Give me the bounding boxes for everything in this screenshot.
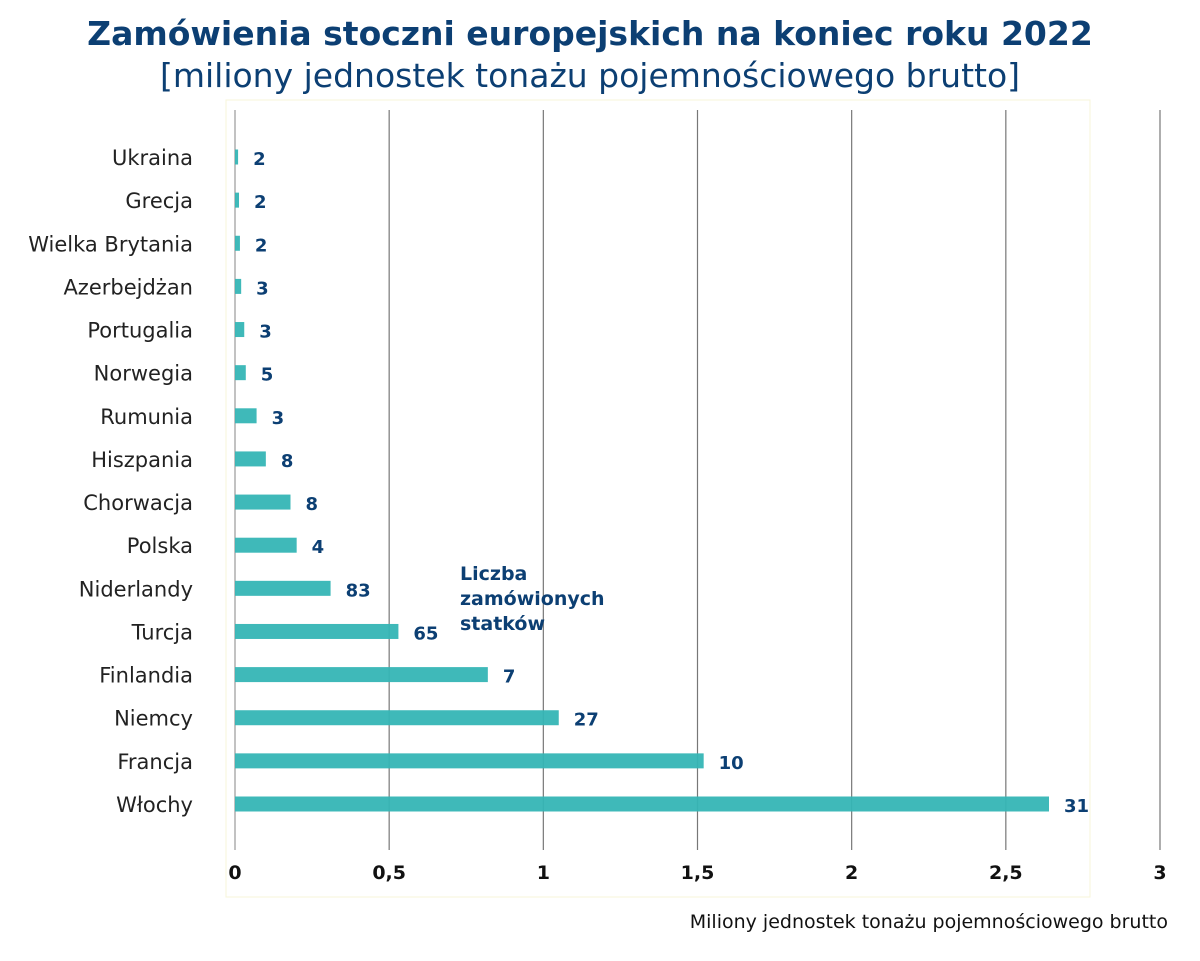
bar	[235, 537, 297, 553]
data-label: 83	[346, 580, 371, 601]
x-tick-label: 1,5	[681, 862, 715, 884]
bar	[235, 149, 239, 165]
category-label: Włochy	[116, 793, 193, 817]
data-label: 5	[261, 365, 274, 386]
category-label: Ukraina	[112, 146, 193, 170]
annotation-line-2: zamówionych	[460, 588, 605, 610]
category-label: Hiszpania	[91, 448, 193, 472]
annotation-line-1: Liczba	[460, 563, 527, 585]
data-label: 3	[272, 408, 285, 429]
bar	[235, 710, 559, 726]
data-label: 10	[719, 753, 744, 774]
data-label: 2	[255, 235, 268, 256]
data-label: 2	[254, 192, 267, 213]
plot-border	[225, 99, 1091, 898]
data-label: 2	[253, 149, 266, 170]
bar	[235, 235, 240, 251]
bar	[235, 365, 246, 381]
bar	[235, 667, 488, 683]
category-label: Chorwacja	[83, 491, 193, 515]
bar	[235, 494, 291, 510]
x-tick-label: 1	[537, 862, 550, 884]
data-label: 8	[281, 451, 294, 472]
bar	[235, 753, 704, 769]
chart-subtitle: [miliony jednostek tonażu pojemnościoweg…	[160, 56, 1020, 95]
x-tick-label: 0,5	[372, 862, 406, 884]
x-tick-label: 3	[1153, 862, 1166, 884]
bar	[235, 623, 399, 639]
bar	[235, 580, 331, 596]
category-label: Turcja	[131, 620, 193, 644]
data-label: 31	[1064, 796, 1089, 817]
category-label: Rumunia	[100, 405, 193, 429]
bar	[235, 451, 266, 467]
x-tick-label: 2,5	[989, 862, 1023, 884]
bar	[235, 408, 257, 424]
x-axis-label: Miliony jednostek tonażu pojemnościowego…	[690, 911, 1168, 933]
category-label: Finlandia	[99, 664, 193, 688]
data-label: 27	[574, 710, 599, 731]
category-label: Portugalia	[87, 319, 193, 343]
bar	[235, 192, 240, 208]
data-label: 65	[413, 623, 438, 644]
category-label: Norwegia	[94, 362, 193, 386]
chart-title: Zamówienia stoczni europejskich na konie…	[87, 14, 1093, 53]
category-label: Niderlandy	[79, 577, 193, 601]
category-label: Polska	[127, 534, 193, 558]
x-tick-label: 2	[845, 862, 858, 884]
data-label: 7	[503, 667, 516, 688]
category-label: Francja	[117, 750, 193, 774]
category-label: Azerbejdżan	[63, 275, 193, 299]
x-tick-label: 0	[228, 862, 241, 884]
data-label: 8	[306, 494, 319, 515]
category-label: Wielka Brytania	[28, 232, 193, 256]
data-label: 3	[256, 278, 269, 299]
category-label: Grecja	[125, 189, 193, 213]
category-label: Niemcy	[114, 707, 193, 731]
bar	[235, 796, 1049, 812]
data-label: 3	[259, 322, 272, 343]
bar	[235, 278, 242, 294]
bar	[235, 322, 245, 338]
annotation-line-3: statków	[460, 613, 545, 635]
data-label: 4	[312, 537, 325, 558]
